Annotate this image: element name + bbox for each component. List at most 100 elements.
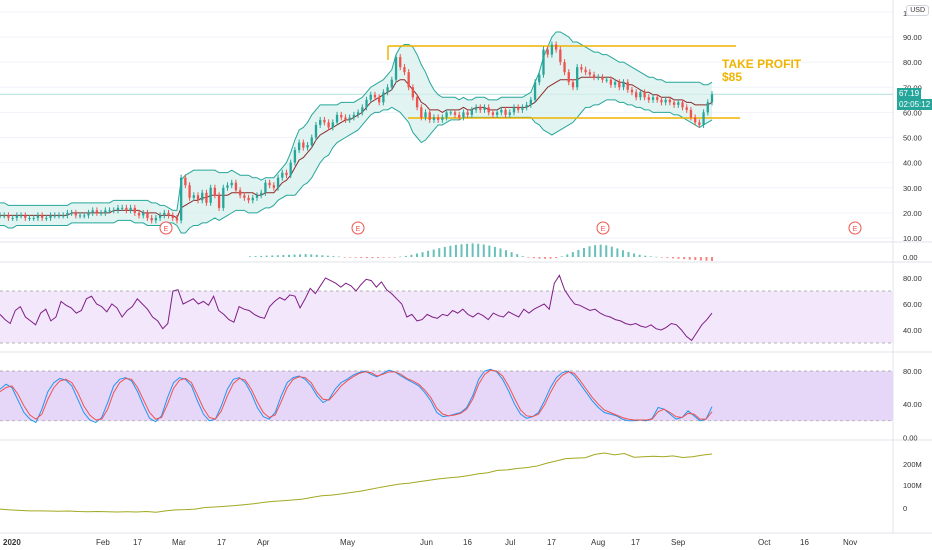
candle-body	[356, 112, 360, 115]
candle-body	[685, 107, 688, 110]
histogram-bar	[393, 257, 396, 258]
candle-body	[394, 57, 398, 80]
candle-body	[171, 215, 174, 218]
candle-body	[352, 114, 356, 118]
candle-body	[188, 185, 191, 198]
candle-body	[622, 82, 625, 88]
time-tick-label: May	[340, 538, 355, 547]
candle-body	[310, 137, 313, 146]
histogram-bar	[549, 257, 552, 259]
histogram-bar	[588, 246, 591, 257]
histogram-bar	[432, 249, 435, 257]
candle-body	[57, 215, 61, 217]
histogram-tick-label: 0.00	[903, 253, 918, 262]
stoch-tick-label: 40.00	[903, 400, 922, 409]
candle-body	[163, 212, 166, 216]
candle-body	[693, 117, 697, 123]
candle-body	[373, 94, 377, 98]
time-tick-label: Sep	[671, 538, 686, 547]
candle-body	[146, 212, 149, 218]
earnings-marker[interactable]: E	[351, 221, 365, 235]
rsi-tick-label: 80.00	[903, 274, 922, 283]
candle-body	[112, 210, 115, 212]
earnings-marker[interactable]: E	[596, 221, 610, 235]
time-axis[interactable]: 2020 Feb 17 Mar 17 Apr May Jun 16 Jul 17 Aug 17 Sep Oc…	[3, 538, 857, 547]
candle-body	[656, 97, 659, 100]
candle-body	[508, 112, 511, 115]
price-tick-label: 40.00	[903, 159, 922, 168]
candle-body	[453, 112, 457, 115]
candle-body	[91, 210, 94, 213]
candle-body	[53, 215, 56, 217]
histogram-bar	[699, 257, 702, 261]
histogram-bar	[477, 243, 480, 257]
candle-body	[382, 92, 385, 103]
earnings-circle	[848, 221, 862, 235]
histogram-bar	[254, 256, 257, 257]
histogram-bar	[427, 250, 430, 257]
candle-body	[62, 215, 65, 217]
candle-body	[677, 102, 680, 105]
candle-body	[512, 107, 516, 113]
candle-body	[630, 89, 634, 93]
histogram-bar	[449, 245, 452, 257]
take-profit-price: $85	[722, 70, 743, 84]
candle-body	[121, 207, 124, 209]
earnings-marker[interactable]: E	[848, 221, 862, 235]
earnings-circle	[351, 221, 365, 235]
candle-body	[466, 112, 469, 115]
price-axis[interactable]: 90.00 80.00 70.00 60.00 50.00 40.00 30.00 20.00…	[903, 9, 926, 513]
time-tick-label: 17	[217, 538, 226, 547]
candle-body	[470, 109, 474, 115]
histogram-bar	[560, 256, 563, 257]
histogram-bar	[649, 256, 652, 257]
histogram-bar	[249, 256, 251, 257]
candle-body	[154, 217, 158, 221]
candle-body	[618, 82, 621, 88]
obv-tick-label: 200M	[903, 460, 922, 469]
histogram-bar	[532, 257, 535, 259]
histogram-bar	[332, 256, 335, 257]
price-tick-label: 80.00	[903, 58, 922, 67]
candle-body	[15, 215, 19, 218]
histogram-bar	[360, 257, 363, 258]
histogram-bar	[443, 246, 446, 257]
candle-body	[255, 195, 259, 198]
candle-body	[116, 207, 120, 211]
histogram-bar	[271, 255, 274, 257]
candle-body	[36, 215, 40, 218]
time-tick-label: Jul	[505, 538, 515, 547]
histogram-bar	[644, 255, 647, 257]
candle-body	[340, 114, 343, 118]
candle-body	[11, 217, 14, 219]
earnings-marker[interactable]: E	[159, 221, 173, 235]
candle-body	[24, 215, 27, 218]
stoch-k-line	[0, 368, 713, 424]
histogram-bar	[538, 257, 541, 259]
candle-body	[142, 212, 145, 216]
candle-body	[504, 109, 507, 115]
candle-body	[306, 145, 309, 148]
candle-body	[407, 72, 410, 88]
price-tick-label: 10.00	[903, 234, 922, 243]
candle-body	[95, 210, 99, 213]
candle-body	[525, 104, 528, 108]
histogram-bar	[660, 257, 663, 258]
currency-label[interactable]: USD	[906, 5, 929, 16]
earnings-letter: E	[164, 226, 169, 233]
histogram-bar	[299, 254, 302, 257]
histogram-bar	[521, 256, 524, 257]
candle-body	[281, 172, 284, 178]
stoch-d-line	[0, 369, 713, 421]
candle-body	[230, 182, 233, 186]
time-tick-label: 17	[133, 538, 142, 547]
candle-body	[45, 217, 48, 219]
candle-body	[702, 112, 705, 125]
candle-body	[234, 182, 238, 191]
candle-body	[104, 210, 107, 213]
candle-body	[251, 197, 254, 201]
histogram-bar	[493, 246, 496, 257]
take-profit-annotation[interactable]: TAKE PROFIT $85	[722, 58, 801, 84]
